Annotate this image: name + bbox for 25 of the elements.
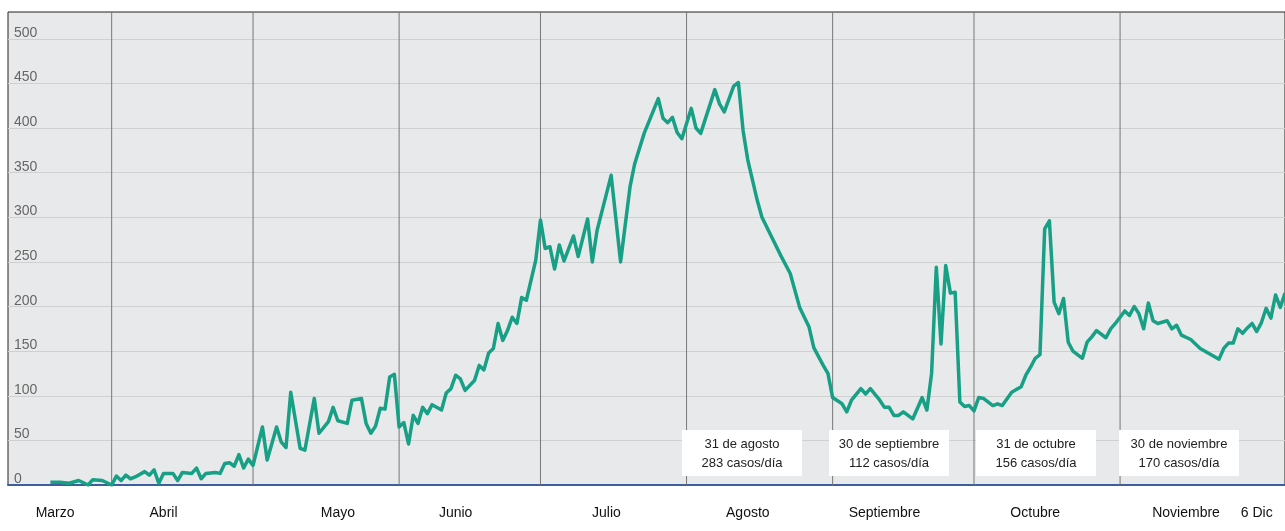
x-tick-label: Julio	[592, 504, 622, 520]
x-tick-label: Abril	[149, 504, 178, 520]
y-tick-label: 400	[14, 113, 38, 130]
y-tick-label: 150	[14, 336, 38, 353]
x-tick-label: Octubre	[1010, 504, 1061, 520]
x-tick-label: 6 Dic	[1240, 504, 1273, 520]
y-tick-label: 200	[14, 291, 38, 308]
y-tick-label: 250	[14, 246, 38, 263]
x-tick-label: Agosto	[726, 504, 770, 520]
x-tick-label: Mayo	[320, 504, 356, 520]
y-tick-label: 500	[14, 23, 38, 40]
y-tick-label: 100	[14, 380, 38, 397]
x-tick-label: Junio	[438, 504, 473, 520]
y-tick-label: 0	[14, 470, 22, 486]
annotation: 31 de agosto 283 casos/día	[701, 436, 784, 470]
x-tick-label: Marzo	[35, 504, 75, 520]
y-tick-label: 450	[14, 68, 38, 85]
annotation: 30 de septiembre 112 casos/día	[838, 436, 940, 470]
y-tick-label: 50	[14, 425, 30, 442]
annotation: 31 de octubre 156 casos/día	[995, 436, 1078, 470]
annotation: 30 de noviembre 170 casos/día	[1130, 436, 1228, 470]
x-tick-label: Septiembre	[848, 504, 921, 520]
y-tick-label: 350	[14, 157, 38, 174]
x-tick-label: Noviembre	[1152, 504, 1221, 520]
y-tick-label: 300	[14, 202, 38, 219]
